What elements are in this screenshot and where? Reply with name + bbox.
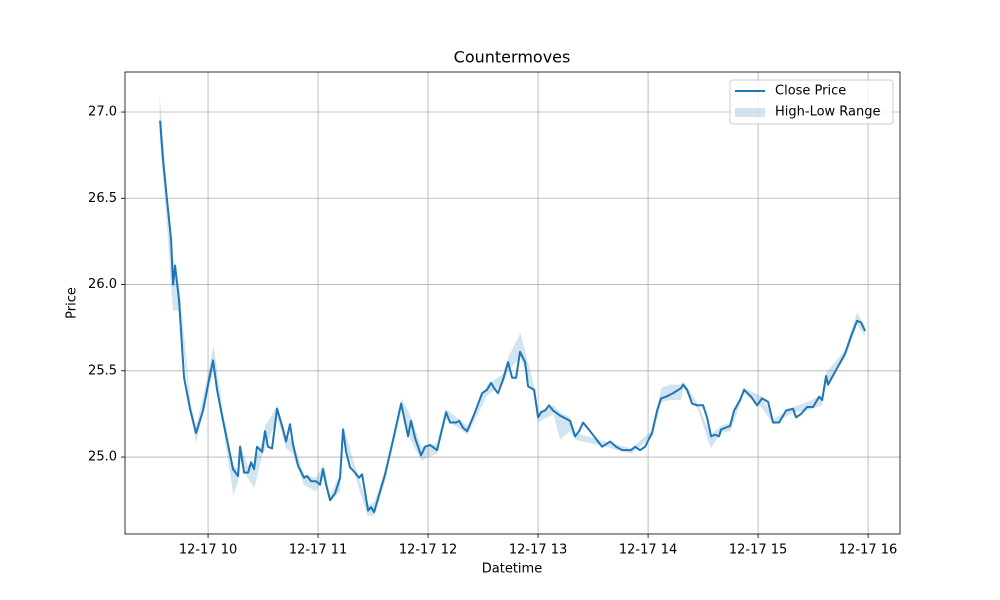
- x-tick-label: 12-17 10: [179, 543, 237, 558]
- chart-title: Countermoves: [454, 48, 571, 67]
- y-tick-label: 25.5: [88, 363, 117, 378]
- x-tick-label: 12-17 15: [729, 543, 787, 558]
- x-tick-label: 12-17 16: [839, 543, 897, 558]
- y-tick-label: 26.5: [88, 191, 117, 206]
- legend-swatch: [735, 108, 765, 117]
- x-tick-label: 12-17 13: [509, 543, 567, 558]
- y-axis-label: Price: [65, 287, 80, 319]
- y-tick-label: 26.0: [88, 277, 117, 292]
- legend-box: [729, 79, 894, 125]
- legend-label: Close Price: [775, 84, 846, 99]
- x-tick-label: 12-17 12: [399, 543, 457, 558]
- plot-frame: [124, 71, 901, 535]
- x-tick-label: 12-17 11: [289, 543, 347, 558]
- x-axis-label: Datetime: [482, 562, 542, 577]
- legend-label: High-Low Range: [775, 105, 881, 120]
- y-tick-label: 25.0: [88, 450, 117, 465]
- grid: [125, 72, 900, 534]
- x-tick-label: 12-17 14: [619, 543, 677, 558]
- y-tick-label: 27.0: [88, 105, 117, 120]
- high-low-band: [159, 94, 865, 516]
- close-line: [159, 120, 867, 514]
